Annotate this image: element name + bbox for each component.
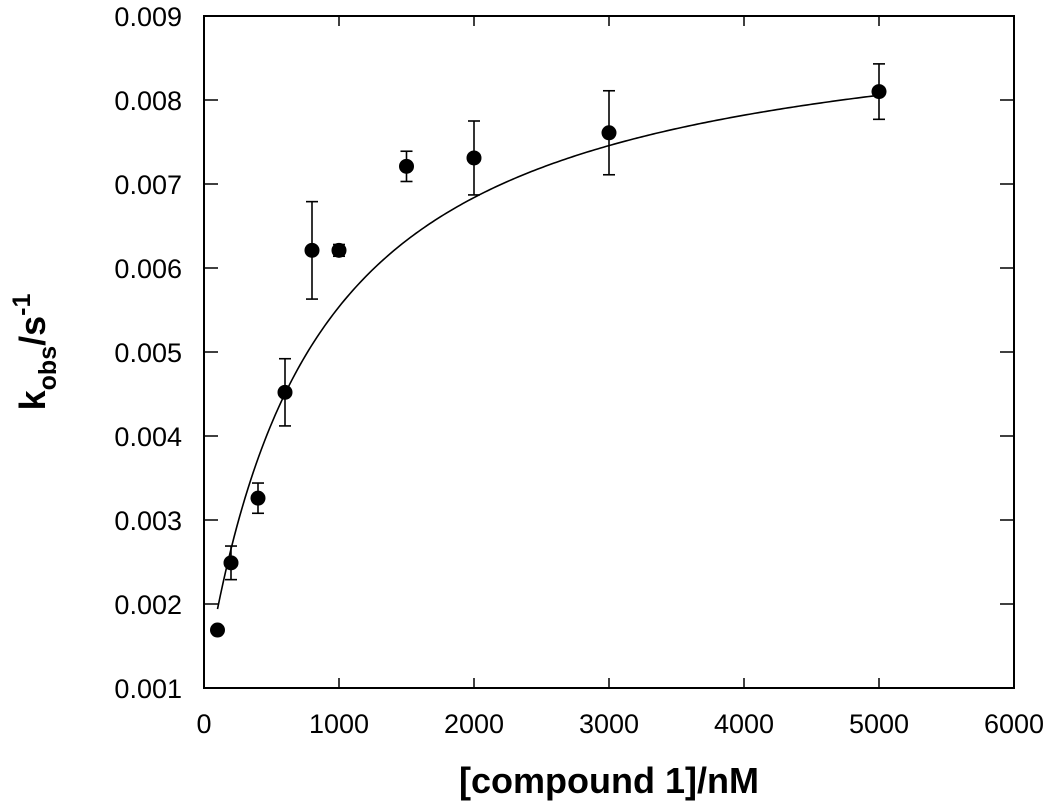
y-axis-title-unit: /s (12, 316, 53, 346)
y-tick-label: 0.001 (114, 674, 182, 704)
y-tick-label: 0.003 (114, 506, 182, 536)
y-axis-title-superscript: -1 (8, 294, 36, 316)
x-tick-label: 5000 (849, 709, 909, 739)
y-axis-title-base: k (12, 389, 53, 410)
y-tick-labels: 0.001 0.002 0.003 0.004 0.005 0.006 0.007 0.008… (114, 2, 182, 704)
x-tick-label: 0 (196, 709, 211, 739)
x-tick-label: 1000 (309, 709, 369, 739)
y-axis-title-subscript: obs (34, 346, 62, 390)
x-tick-label: 6000 (984, 709, 1044, 739)
y-tick-label: 0.009 (114, 2, 182, 32)
plot-frame (203, 15, 1015, 689)
data-point (250, 490, 266, 506)
y-tick-label: 0.004 (114, 422, 182, 452)
y-tick-label: 0.002 (114, 590, 182, 620)
x-tick-label: 2000 (444, 709, 504, 739)
data-point (601, 125, 617, 141)
data-point (466, 150, 482, 166)
x-axis-title: [compound 1]/nM (459, 760, 759, 801)
x-tick-label: 4000 (714, 709, 774, 739)
data-point (210, 622, 225, 638)
data-point (399, 158, 414, 174)
y-tick-label: 0.006 (114, 254, 182, 284)
y-tick-label: 0.008 (114, 86, 182, 116)
data-point (331, 242, 347, 258)
x-tick-label: 3000 (579, 709, 639, 739)
y-tick-label: 0.005 (114, 338, 182, 368)
data-point (304, 242, 320, 258)
data-point (871, 84, 887, 100)
y-axis-title: kobs/s-1 (8, 294, 62, 411)
fit-curve (216, 94, 880, 610)
y-tick-label: 0.007 (114, 170, 182, 200)
error-bars (211, 63, 885, 635)
data-point (277, 384, 293, 400)
data-point (223, 555, 239, 571)
x-tick-labels: 0 1000 2000 3000 4000 5000 6000 (196, 709, 1044, 739)
data-points (210, 84, 887, 638)
